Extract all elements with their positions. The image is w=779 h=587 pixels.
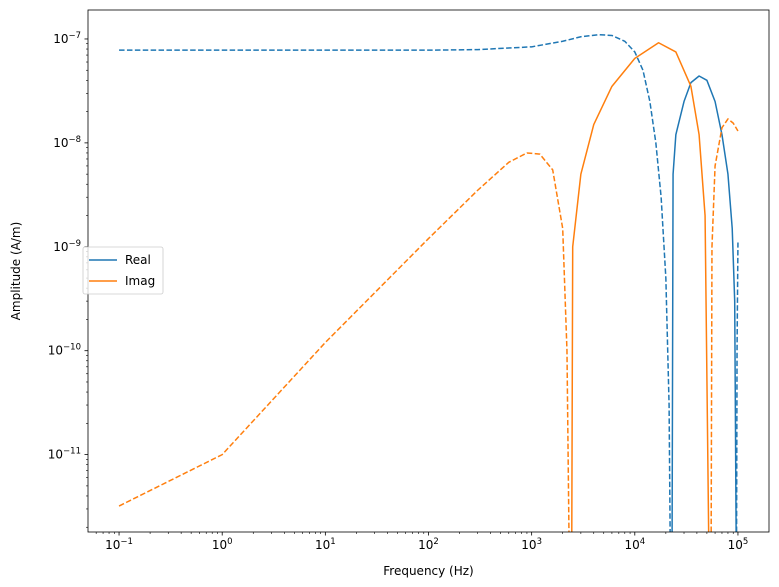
y-tick-label: 10−8 <box>53 135 81 150</box>
legend-label-imag: Imag <box>125 274 155 288</box>
y-axis-ticks: 10−11 10−10 10−9 10−8 10−7 <box>48 31 88 528</box>
x-tick-label: 105 <box>728 537 749 552</box>
x-tick-label: 104 <box>624 537 645 552</box>
axes-frame <box>87 9 770 533</box>
x-tick-label: 102 <box>418 537 439 552</box>
x-tick-label: 101 <box>315 537 336 552</box>
y-tick-label: 10−10 <box>48 343 81 358</box>
legend-label-real: Real <box>125 253 151 267</box>
x-tick-label: 103 <box>521 537 542 552</box>
y-tick-label: 10−11 <box>48 447 81 462</box>
series-imag-segment-2 <box>571 41 710 532</box>
series-imag-segment-3 <box>710 118 739 532</box>
series-real-segment-2 <box>671 75 737 532</box>
legend-box <box>82 246 164 295</box>
legend: Real Imag <box>82 246 164 295</box>
x-tick-label: 10−1 <box>105 537 133 552</box>
series-real-segment-3 <box>735 242 739 532</box>
series-real-segment-1 <box>119 33 671 532</box>
x-axis-ticks: 10−1 100 101 102 103 104 105 <box>95 532 749 552</box>
y-tick-label: 10−9 <box>53 239 81 254</box>
series-layer <box>118 33 739 532</box>
x-tick-label: 100 <box>212 537 233 552</box>
x-axis-label: Frequency (Hz) <box>383 564 474 578</box>
y-tick-label: 10−7 <box>53 31 81 46</box>
y-axis-label: Amplitude (A/m) <box>9 222 23 321</box>
series-imag-segment-1 <box>118 152 570 532</box>
